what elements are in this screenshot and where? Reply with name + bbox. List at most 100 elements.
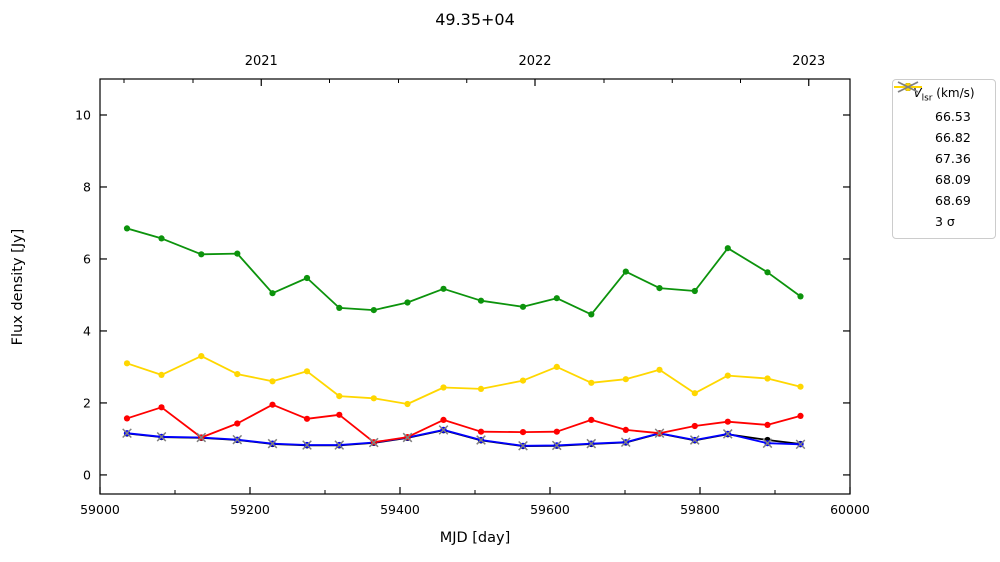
series-point-67.36: [158, 404, 165, 411]
series-point-68.09: [404, 299, 411, 306]
legend-title-v: V: [913, 86, 922, 100]
x-tick-label: 59000: [80, 502, 120, 517]
series-point-68.69: [588, 379, 595, 386]
series-point-68.69: [269, 378, 276, 385]
series-point-67.36: [234, 420, 241, 427]
y-tick-label: 0: [83, 467, 91, 482]
legend-title-units: (km/s): [932, 86, 975, 100]
y-tick-label: 8: [83, 179, 91, 194]
series-point-68.69: [764, 375, 771, 382]
series-point-68.69: [797, 383, 804, 390]
series-point-67.36: [553, 428, 560, 435]
series-point-68.69: [519, 377, 527, 384]
legend: Vlsr (km/s) 66.53 66.82 67.36 68.09 68.69 3 σ: [892, 79, 996, 240]
legend-item-67.36-label: 67.36: [935, 151, 971, 167]
series-point-68.09: [477, 297, 485, 304]
sigma-x-marker: [122, 428, 132, 439]
y-axis-label: Flux density [Jy]: [10, 228, 26, 346]
x-axis-label: MJD [day]: [439, 530, 511, 546]
series-point-67.36: [588, 416, 595, 423]
sigma-x-marker: [620, 437, 631, 448]
sigma-x-marker: [762, 438, 773, 449]
sigma-x-marker: [476, 435, 486, 445]
x-tick-label: 59200: [230, 502, 270, 517]
sigma-x-marker: [795, 439, 806, 450]
x-tick-label: 60000: [830, 502, 870, 517]
series-point-68.69: [303, 368, 311, 375]
series-point-68.09: [336, 304, 343, 311]
series-line-68.09: [126, 227, 802, 316]
series-point-68.69: [477, 385, 485, 392]
series-point-68.09: [691, 287, 698, 295]
series-point-68.69: [404, 400, 411, 408]
top-year-label: 2023: [792, 54, 825, 69]
legend-item-66.82: 66.82: [894, 83, 989, 148]
series-point-67.36: [269, 401, 276, 408]
legend-item-68.69: 68.69: [894, 83, 989, 211]
series-point-67.36: [440, 416, 447, 423]
sigma-x-marker: [518, 440, 528, 451]
legend-item-68.09-label: 68.09: [935, 172, 971, 188]
series-point-67.36: [622, 426, 629, 433]
series-point-68.69: [656, 366, 663, 373]
series-point-68.09: [622, 268, 629, 275]
legend-item-3-sigma-label: 3 σ: [935, 214, 955, 230]
y-tick-label: 6: [83, 251, 91, 266]
legend-rows: 66.53 66.82 67.36 68.09 68.69 3 σ: [894, 81, 989, 232]
series-point-68.69: [198, 353, 205, 360]
legend-item-66.53: 66.53: [894, 83, 989, 127]
sigma-x-marker: [689, 435, 700, 445]
legend-item-68.09-symbol: [894, 83, 929, 187]
legend-item-67.36-symbol: [894, 83, 929, 166]
legend-item-68.69-symbol: [894, 83, 929, 208]
series-point-67.36: [519, 429, 527, 436]
legend-item-68.09: 68.09: [894, 83, 989, 190]
series-point-68.09: [656, 285, 663, 292]
series-point-68.69: [691, 390, 698, 397]
x-tick-label: 59400: [380, 502, 420, 517]
sigma-x-marker: [267, 438, 278, 449]
series-point-68.09: [519, 303, 527, 310]
series-point-68.09: [440, 285, 447, 292]
sigma-x-marker: [402, 432, 413, 443]
series-point-67.36: [797, 412, 804, 419]
series-line-68.69: [126, 355, 801, 405]
legend-item-66.82-label: 66.82: [935, 130, 971, 146]
legend-item-66.53-symbol: [894, 83, 929, 124]
sigma-x-marker: [232, 434, 243, 445]
series-point-68.09: [370, 307, 377, 314]
y-tick-label: 10: [75, 107, 91, 122]
series-point-67.36: [764, 421, 771, 428]
series-point-68.09: [724, 245, 731, 252]
series-point-68.09: [588, 311, 595, 318]
series-point-68.09: [158, 235, 165, 242]
sigma-x-marker: [302, 440, 312, 450]
axes-frame: [99, 78, 851, 495]
y-tick-label: 2: [83, 395, 91, 410]
sigma-x-marker: [334, 440, 345, 450]
series-point-67.36: [303, 415, 311, 422]
series-point-67.36: [336, 411, 343, 418]
series-point-68.09: [553, 295, 560, 302]
sigma-x-marker: [438, 425, 449, 435]
sigma-x-marker: [654, 428, 665, 439]
series-point-68.69: [553, 363, 560, 370]
legend-item-68.69-label: 68.69: [935, 193, 971, 209]
series-point-68.69: [724, 372, 731, 379]
series-point-68.69: [234, 371, 241, 378]
series-point-68.69: [440, 384, 447, 391]
legend-item-66.82-symbol: [894, 83, 929, 145]
sigma-x-marker: [156, 431, 167, 442]
sigma-x-marker: [722, 429, 733, 439]
x-tick-label: 59800: [680, 502, 720, 517]
series-point-67.36: [724, 418, 731, 425]
legend-item-67.36: 67.36: [894, 83, 989, 169]
series-point-67.36: [123, 415, 131, 422]
series-point-68.09: [198, 251, 205, 258]
legend-item-3-sigma-symbol: [897, 81, 929, 229]
series-point-68.09: [123, 225, 131, 232]
series-point-67.36: [477, 428, 485, 435]
legend-title-sub: lsr: [921, 93, 933, 104]
